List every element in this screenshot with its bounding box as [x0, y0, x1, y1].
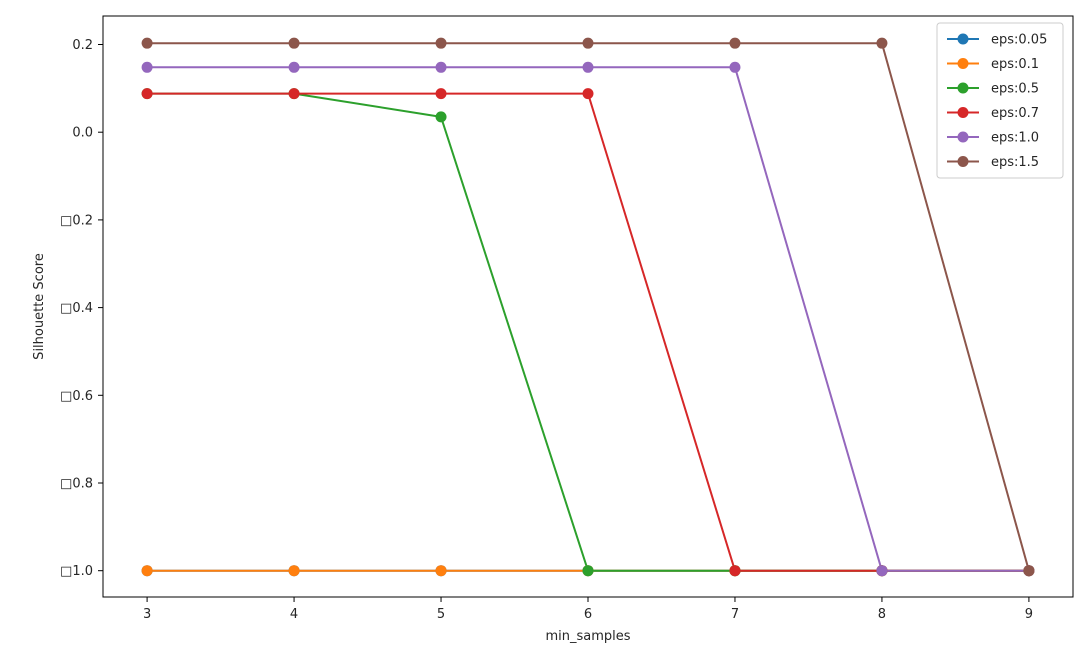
series-lines — [147, 42, 1030, 572]
data-point — [729, 61, 741, 73]
y-axis-ticks: 0.2 0.0 □0.2 □0.4 □0.6 □0.8 □1.0 — [60, 38, 103, 579]
series-line-3 — [147, 92, 1029, 572]
y-tick-label: 0.2 — [72, 38, 93, 53]
data-point — [435, 37, 447, 49]
data-point — [582, 88, 594, 100]
series-line-4 — [147, 66, 1029, 572]
x-tick-label: 3 — [143, 607, 151, 622]
x-axis-ticks: 3 4 5 6 7 8 9 — [143, 597, 1033, 622]
x-tick-label: 8 — [878, 607, 886, 622]
legend-swatch-marker — [957, 131, 969, 143]
y-tick-label: 0.0 — [72, 126, 93, 141]
data-point — [1023, 565, 1035, 577]
data-point — [288, 88, 300, 100]
data-point — [435, 88, 447, 100]
series-line-5 — [147, 42, 1030, 571]
data-point — [729, 565, 741, 577]
series-markers — [141, 37, 1035, 577]
data-point — [288, 61, 300, 73]
data-point — [435, 565, 447, 577]
legend-swatch-marker — [957, 33, 969, 45]
data-point — [582, 61, 594, 73]
legend-box — [936, 22, 1064, 179]
y-tick-label: □0.2 — [60, 213, 93, 228]
data-point — [435, 61, 447, 73]
x-tick-label: 5 — [437, 607, 445, 622]
legend-swatch-marker — [957, 58, 969, 69]
y-tick-label: □1.0 — [60, 564, 93, 579]
data-point — [582, 37, 594, 49]
data-point — [288, 37, 300, 49]
y-tick-label: □0.6 — [60, 389, 93, 404]
legend-entry: eps:0.5 — [991, 82, 1039, 97]
data-point — [141, 61, 153, 73]
x-tick-label: 9 — [1025, 607, 1033, 622]
plot-frame — [102, 15, 1074, 598]
legend: eps:0.05 eps:0.1 eps:0.5 eps:0.7 eps:1.0 eps:… — [936, 22, 1064, 179]
legend-entry: eps:0.7 — [991, 106, 1039, 121]
legend-swatch-marker — [957, 107, 969, 118]
data-point — [876, 37, 888, 49]
series-line-2 — [147, 92, 1029, 572]
data-point — [729, 37, 741, 49]
data-point — [435, 111, 447, 123]
x-axis-label: min_samples — [545, 629, 630, 644]
data-point — [876, 565, 888, 577]
data-point — [141, 565, 153, 577]
legend-entry: eps:1.0 — [991, 131, 1039, 146]
legend-entry: eps:1.5 — [991, 155, 1039, 170]
legend-entry: eps:0.05 — [991, 33, 1047, 48]
data-point — [141, 37, 153, 49]
legend-entry: eps:0.1 — [991, 57, 1039, 72]
legend-swatch-marker — [957, 82, 969, 94]
y-axis-label: Silhouette Score — [32, 253, 47, 360]
x-tick-label: 4 — [290, 607, 298, 622]
y-tick-label: □0.8 — [60, 476, 93, 491]
x-tick-label: 7 — [731, 607, 739, 622]
data-point — [141, 88, 153, 100]
x-tick-label: 6 — [584, 607, 592, 622]
data-point — [288, 565, 300, 577]
data-point — [582, 565, 594, 577]
legend-swatch-marker — [957, 156, 969, 167]
y-tick-label: □0.4 — [60, 301, 93, 316]
